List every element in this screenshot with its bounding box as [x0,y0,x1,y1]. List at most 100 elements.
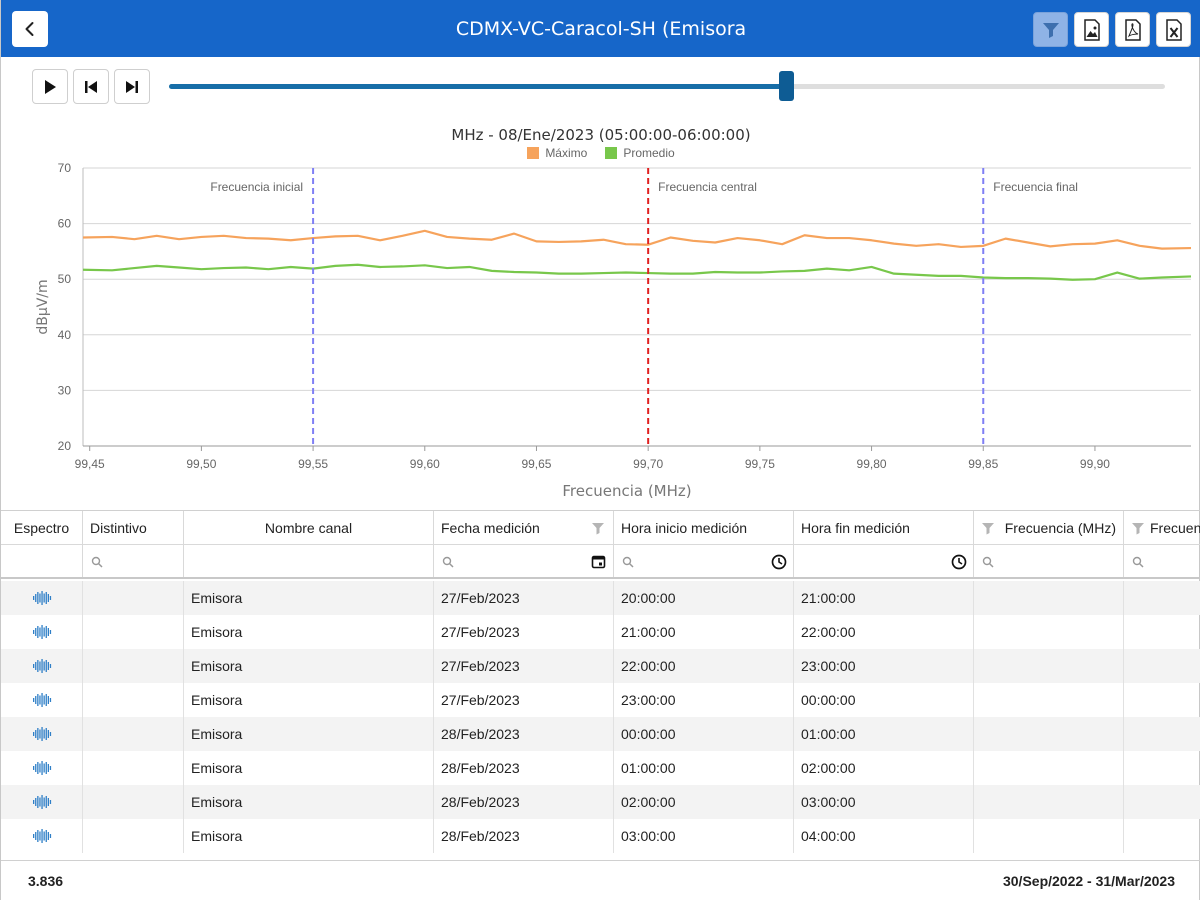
marker-label-2: Frecuencia final [993,180,1078,194]
y-tick-label: 60 [58,217,72,231]
column-filter-icon[interactable] [1131,521,1145,535]
y-tick-label: 70 [58,161,72,175]
spectrum-icon[interactable] [32,829,52,843]
col-header-hora-fin[interactable]: Hora fin medición [794,511,974,544]
spectrum-icon[interactable] [32,795,52,809]
search-icon [91,556,103,568]
col-header-hora-inicio[interactable]: Hora inicio medición [614,511,794,544]
calendar-icon[interactable] [591,554,606,569]
col-header-frecuencia-2[interactable]: Frecuenc [1124,511,1200,544]
skip-forward-button[interactable] [114,69,150,104]
cell-distintivo [83,819,184,853]
excel-export-icon [1165,18,1182,41]
col-header-fecha[interactable]: Fecha medición [434,511,614,544]
cell-espectro [1,785,83,819]
x-tick-label: 99,70 [633,457,663,471]
x-axis-label: Frecuencia (MHz) [562,482,691,500]
column-filter-icon[interactable] [981,521,995,535]
x-tick-label: 99,55 [298,457,328,471]
table-row[interactable]: Emisora 27/Feb/2023 23:00:00 00:00:00 [1,683,1200,717]
image-export-icon [1083,18,1100,41]
filter-fecha-input[interactable] [434,545,614,577]
play-icon [45,79,56,94]
cell-fecha: 27/Feb/2023 [434,683,614,717]
table-row[interactable]: Emisora 28/Feb/2023 00:00:00 01:00:00 [1,717,1200,751]
column-filter-icon[interactable] [591,521,605,535]
filter-frecuencia-input[interactable] [974,545,1124,577]
cell-hora-fin: 00:00:00 [794,683,974,717]
page-title: CDMX-VC-Caracol-SH (Emisora [455,18,747,40]
table-row[interactable]: Emisora 28/Feb/2023 03:00:00 04:00:00 [1,819,1200,853]
spectrum-icon[interactable] [32,761,52,775]
cell-espectro [1,649,83,683]
legend-swatch-promedio [605,147,618,159]
x-tick-label: 99,60 [410,457,440,471]
filter-hora-fin-input[interactable] [794,545,974,577]
table-row[interactable]: Emisora 28/Feb/2023 02:00:00 03:00:00 [1,785,1200,819]
spectrum-chart: MHz - 08/Ene/2023 (05:00:00-06:00:00) Má… [1,118,1200,508]
cell-hora-inicio: 21:00:00 [614,615,794,649]
clock-icon[interactable] [771,554,787,570]
x-tick-label: 99,80 [857,457,887,471]
cell-espectro [1,751,83,785]
cell-espectro [1,615,83,649]
play-button[interactable] [32,69,68,104]
image-export-button[interactable] [1074,12,1109,47]
col-header-frecuencia[interactable]: Frecuencia (MHz) [974,511,1124,544]
cell-frecuencia-2 [1124,717,1200,751]
timeline-progress [169,84,787,89]
excel-export-button[interactable] [1156,12,1191,47]
marker-label-0: Frecuencia inicial [210,180,303,194]
spectrum-icon[interactable] [32,625,52,639]
pdf-export-button[interactable] [1115,12,1150,47]
spectrum-icon[interactable] [32,591,52,605]
x-tick-label: 99,65 [521,457,551,471]
y-tick-label: 40 [58,328,72,342]
filter-icon [1042,22,1059,38]
col-header-distintivo[interactable]: Distintivo [83,511,184,544]
y-axis-label: dBµV/m [35,279,51,334]
table-row[interactable]: Emisora 28/Feb/2023 01:00:00 02:00:00 [1,751,1200,785]
chart-legend: Máximo Promedio [1,146,1200,160]
cell-frecuencia-2 [1124,683,1200,717]
timeline-handle[interactable] [779,71,795,101]
search-icon [622,556,634,568]
cell-hora-fin: 04:00:00 [794,819,974,853]
col-header-nombre-canal[interactable]: Nombre canal [184,511,434,544]
legend-item-promedio[interactable]: Promedio [605,146,675,160]
cell-frecuencia [974,581,1124,615]
table-row[interactable]: Emisora 27/Feb/2023 21:00:00 22:00:00 [1,615,1200,649]
spectrum-icon[interactable] [32,693,52,707]
cell-fecha: 28/Feb/2023 [434,785,614,819]
cell-frecuencia [974,751,1124,785]
skip-back-button[interactable] [73,69,109,104]
back-button[interactable] [12,11,48,47]
cell-hora-fin: 22:00:00 [794,615,974,649]
legend-label-maximo: Máximo [545,146,588,160]
timeline-slider[interactable] [169,71,1165,101]
col-header-espectro[interactable]: Espectro [1,511,83,544]
legend-item-maximo[interactable]: Máximo [527,146,587,160]
y-tick-label: 20 [58,439,72,453]
filter-frecuencia-2-input[interactable] [1124,545,1200,577]
cell-fecha: 28/Feb/2023 [434,717,614,751]
legend-swatch-maximo [527,147,540,159]
spectrum-icon[interactable] [32,659,52,673]
table-row[interactable]: Emisora 27/Feb/2023 22:00:00 23:00:00 [1,649,1200,683]
cell-hora-fin: 23:00:00 [794,649,974,683]
filter-button[interactable] [1033,12,1068,47]
cell-distintivo [83,683,184,717]
series-line-maximo [82,229,1192,250]
cell-frecuencia [974,819,1124,853]
filter-nombre-canal-input[interactable] [184,545,434,577]
table-row[interactable]: Emisora 27/Feb/2023 20:00:00 21:00:00 [1,581,1200,615]
filter-hora-inicio-input[interactable] [614,545,794,577]
clock-icon[interactable] [951,554,967,570]
cell-frecuencia-2 [1124,785,1200,819]
search-icon [1132,556,1144,568]
filter-distintivo-input[interactable] [83,545,184,577]
search-icon [442,556,454,568]
chevron-left-icon [25,22,34,36]
spectrum-icon[interactable] [32,727,52,741]
cell-fecha: 27/Feb/2023 [434,615,614,649]
